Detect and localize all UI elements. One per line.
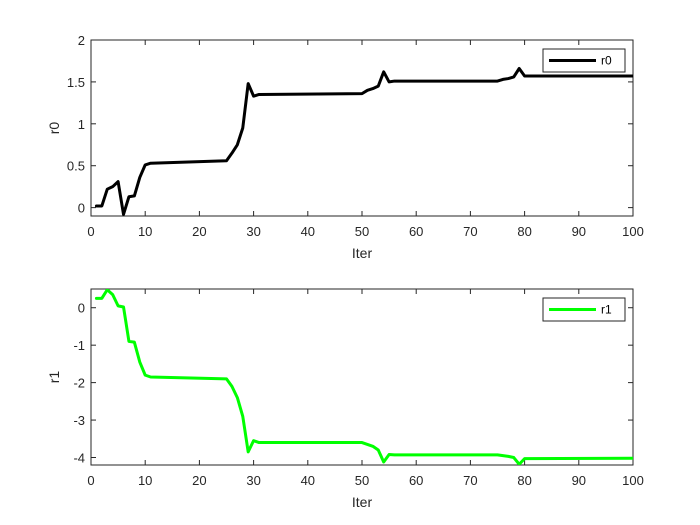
x-tick-label: 100	[622, 473, 644, 488]
x-tick-label: 0	[87, 224, 94, 239]
y-tick-label: 0.5	[67, 159, 85, 174]
x-tick-label: 100	[622, 224, 644, 239]
series-line-r0	[94, 67, 633, 216]
legend: r1	[542, 297, 626, 322]
x-tick-label: 70	[463, 224, 477, 239]
x-tick-label: 30	[246, 224, 260, 239]
x-axis-label: Iter	[352, 494, 373, 510]
y-tick-label: 0	[78, 301, 85, 316]
y-tick-label: 0	[78, 201, 85, 216]
x-tick-label: 50	[355, 473, 369, 488]
x-tick-label: 60	[409, 473, 423, 488]
x-tick-label: 20	[192, 473, 206, 488]
x-tick-label: 80	[517, 224, 531, 239]
x-tick-label: 70	[463, 473, 477, 488]
x-tick-label: 10	[138, 224, 152, 239]
y-tick-label: -1	[73, 338, 85, 353]
x-tick-label: 60	[409, 224, 423, 239]
x-tick-label: 40	[301, 224, 315, 239]
x-tick-label: 20	[192, 224, 206, 239]
plot-r0: 0 10 20 30 40 50 60 70 80 90 100 0 0.5 1 1.5 2 Iter r0 r0	[46, 33, 644, 261]
x-tick-label: 50	[355, 224, 369, 239]
y-tick-label: 1	[78, 117, 85, 132]
y-tick-label: 2	[78, 33, 85, 48]
y-tick-label: -4	[73, 451, 85, 466]
x-tick-label: 40	[301, 473, 315, 488]
legend-label: r0	[601, 54, 612, 68]
legend: r0	[542, 48, 626, 73]
y-axis-label: r0	[46, 122, 62, 135]
x-axis-label: Iter	[352, 245, 373, 261]
y-tick-label: 1.5	[67, 75, 85, 90]
x-tick-label: 10	[138, 473, 152, 488]
x-tick-label: 0	[87, 473, 94, 488]
x-tick-label: 30	[246, 473, 260, 488]
x-tick-label: 90	[572, 473, 586, 488]
y-tick-label: -3	[73, 413, 85, 428]
series-line-r1	[94, 289, 633, 465]
x-tick-label: 90	[572, 224, 586, 239]
legend-label: r1	[601, 303, 612, 317]
x-tick-label: 80	[517, 473, 531, 488]
y-tick-label: -2	[73, 376, 85, 391]
y-axis-label: r1	[46, 371, 62, 384]
plot-r1: 0 10 20 30 40 50 60 70 80 90 100 -4 -3 -2 -1 0 Iter r1 r1	[46, 288, 644, 510]
